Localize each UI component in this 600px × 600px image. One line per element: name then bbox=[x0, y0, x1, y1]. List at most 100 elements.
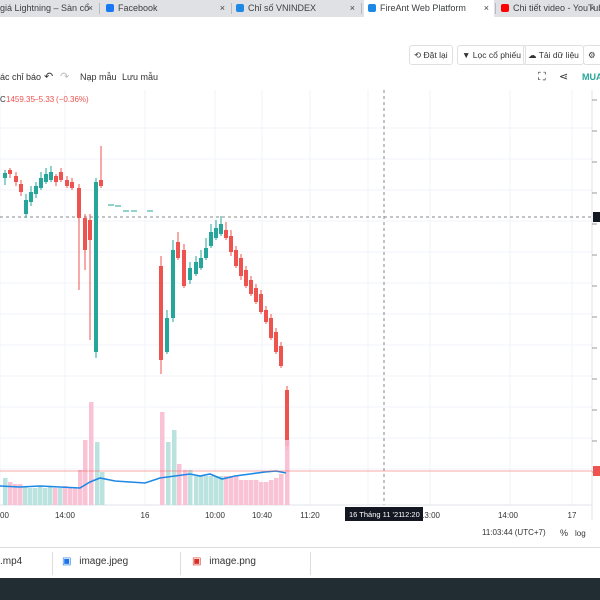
volume-bar bbox=[254, 480, 259, 505]
close-tab-icon[interactable]: × bbox=[219, 3, 225, 13]
volume-bar bbox=[23, 486, 28, 505]
browser-tab-title: Chỉ số VNINDEX bbox=[248, 3, 317, 13]
volume-bar bbox=[204, 476, 209, 505]
candle bbox=[264, 310, 268, 322]
candle bbox=[244, 270, 248, 286]
redo-icon[interactable]: ↷ bbox=[60, 71, 70, 83]
candle bbox=[19, 184, 23, 192]
browser-tab[interactable]: Chi tiết video - YouTube × bbox=[497, 0, 600, 17]
legend-change: −5.33 bbox=[34, 95, 55, 104]
refresh-icon: ⟲ bbox=[414, 50, 422, 60]
volume-bar bbox=[234, 476, 239, 505]
volume-bar bbox=[89, 402, 94, 505]
candle bbox=[29, 192, 33, 202]
candle bbox=[44, 174, 48, 182]
log-toggle: log bbox=[575, 529, 586, 538]
fullscreen-icon[interactable]: ⛶ bbox=[538, 71, 546, 83]
candle bbox=[8, 170, 12, 174]
volume-bar bbox=[214, 476, 219, 505]
download-item[interactable]: .mp4 bbox=[0, 556, 23, 567]
price-chart[interactable]: C 1459.35 −5.33 (−0.36%) 00 14:00 16 10:00 10:40… bbox=[0, 90, 600, 547]
volume-bar bbox=[3, 478, 8, 505]
volume-bar bbox=[166, 442, 171, 505]
volume-bar bbox=[172, 430, 177, 505]
volume-bar bbox=[269, 480, 274, 505]
candle bbox=[34, 186, 38, 194]
fireant-icon bbox=[368, 4, 376, 12]
volume-bar bbox=[43, 488, 48, 505]
volume-bar bbox=[73, 488, 78, 505]
download-data-button[interactable]: ☁ Tải dữ liệu bbox=[523, 45, 584, 65]
browser-tab[interactable]: FireAnt Web Platform × bbox=[364, 0, 494, 17]
candle bbox=[188, 268, 192, 280]
volume-bar bbox=[160, 412, 165, 505]
candle bbox=[70, 182, 74, 188]
candle bbox=[254, 288, 258, 302]
candle bbox=[229, 236, 233, 252]
save-template-button[interactable]: Lưu mẫu bbox=[122, 72, 159, 82]
browser-tab[interactable]: giá Lightning – Sàn cổ × bbox=[0, 0, 98, 17]
clock-label: 11:03:44 (UTC+7) bbox=[482, 528, 546, 537]
volume-bar bbox=[194, 476, 199, 505]
close-tab-icon[interactable]: × bbox=[349, 3, 355, 13]
volume-bar bbox=[199, 476, 204, 505]
candle bbox=[239, 258, 243, 276]
candle bbox=[279, 346, 283, 366]
share-icon[interactable]: ⋖ bbox=[559, 71, 569, 83]
stock-filter-button[interactable]: ▼ Lọc cổ phiếu bbox=[457, 45, 526, 65]
percent-toggle: % bbox=[560, 528, 568, 538]
last-price-label bbox=[593, 466, 600, 476]
close-tab-icon[interactable]: × bbox=[589, 3, 595, 13]
chart-canvas[interactable]: C 1459.35 −5.33 (−0.36%) 00 14:00 16 10:00 10:40… bbox=[0, 90, 600, 547]
time-axis-label: 13:00 bbox=[420, 511, 441, 520]
volume-bar bbox=[48, 486, 53, 505]
facebook-icon bbox=[106, 4, 114, 12]
reset-button[interactable]: ⟲ Đặt lại bbox=[409, 45, 453, 65]
image-file-icon: ▣ bbox=[192, 556, 202, 567]
close-tab-icon[interactable]: × bbox=[87, 3, 93, 13]
download-item[interactable]: ▣ image.png bbox=[192, 556, 256, 567]
candle bbox=[224, 230, 228, 238]
action-bar: ⟲ Đặt lại ▼ Lọc cổ phiếu ☁ Tải dữ liệu ⚙ bbox=[0, 40, 600, 69]
browser-tab-title: Facebook bbox=[118, 3, 158, 13]
volume-bar bbox=[183, 470, 188, 505]
volume-bar bbox=[229, 476, 234, 505]
volume-bar bbox=[209, 476, 214, 505]
candle bbox=[171, 250, 175, 318]
candle bbox=[209, 232, 213, 246]
buy-button[interactable]: MUA bbox=[582, 72, 600, 82]
volume-bar bbox=[8, 482, 13, 505]
load-template-button[interactable]: Nạp mẫu bbox=[80, 72, 117, 82]
candle bbox=[194, 262, 198, 274]
volume-bar bbox=[58, 488, 63, 505]
undo-icon[interactable]: ↶ bbox=[44, 71, 54, 83]
crosshair-time-label: 12:20 bbox=[401, 510, 420, 519]
volume-bar bbox=[33, 488, 38, 505]
candle bbox=[204, 248, 208, 258]
download-item[interactable]: ▣ image.jpeg bbox=[62, 556, 129, 567]
volume-ma-line bbox=[0, 470, 287, 489]
browser-tab[interactable]: Facebook × bbox=[102, 0, 230, 17]
volume-bar bbox=[264, 482, 269, 505]
candle bbox=[259, 294, 263, 312]
indicators-button[interactable]: ác chỉ báo bbox=[0, 72, 42, 82]
browser-tab-title: FireAnt Web Platform bbox=[380, 3, 466, 13]
volume-bar bbox=[100, 472, 105, 505]
crosshair-price-label bbox=[593, 212, 600, 222]
candle bbox=[99, 180, 103, 186]
candle bbox=[214, 228, 218, 238]
candle bbox=[234, 250, 238, 266]
crosshair-time-label: 16 Tháng 11 '21 bbox=[349, 510, 402, 519]
more-button[interactable]: ⚙ bbox=[583, 45, 600, 65]
volume-bar bbox=[53, 488, 58, 505]
candle bbox=[24, 200, 28, 214]
candle bbox=[182, 250, 186, 286]
candle bbox=[54, 176, 58, 182]
volume-bar bbox=[95, 442, 100, 505]
browser-address-area bbox=[0, 17, 600, 41]
candle bbox=[159, 266, 163, 360]
volume-bar bbox=[224, 476, 229, 505]
browser-tab[interactable]: Chỉ số VNINDEX × bbox=[232, 0, 360, 17]
candle bbox=[39, 178, 43, 188]
close-tab-icon[interactable]: × bbox=[483, 3, 489, 13]
